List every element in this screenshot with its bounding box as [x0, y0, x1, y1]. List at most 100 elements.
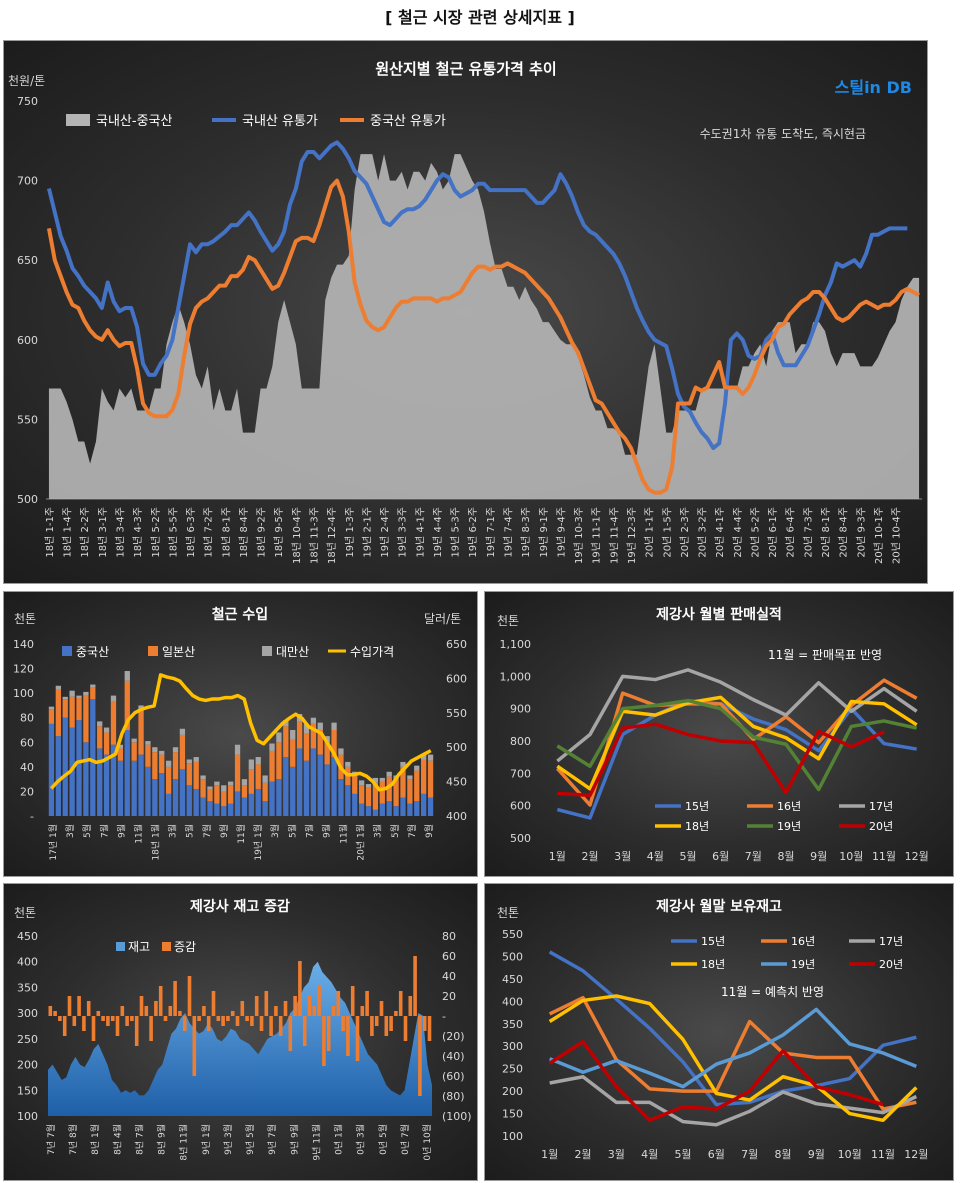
x-tick-label: 18년 7-2주 [203, 507, 215, 558]
bar-segment-0 [76, 720, 82, 816]
bar-change [206, 1016, 211, 1031]
chart-svg: 제강사 월말 보유재고 천톤 11월 = 예측치 반영 100 150 200 250 300… [497, 898, 928, 1161]
bar-segment-2 [117, 744, 124, 749]
bar-segment-2 [145, 741, 151, 745]
x-tick-label: 18년 3-4주 [114, 507, 126, 558]
bar-segment-1 [234, 754, 241, 792]
y-tick-label: 350 [502, 1018, 523, 1031]
legend-label: 18년 [685, 820, 709, 833]
bar-segment-0 [62, 717, 68, 816]
bar-segment-1 [365, 787, 372, 807]
x-tick-label: 3월 [372, 824, 384, 838]
bar-segment-1 [248, 769, 254, 794]
x-tick-label: 19년 11-4주 [608, 507, 620, 564]
y-tick-label: 200 [502, 1085, 523, 1098]
legend-swatch [62, 646, 72, 656]
y-tick-label: 750 [17, 95, 38, 108]
bar-segment-0 [290, 766, 296, 816]
chart-annotation: 11월 = 판매목표 반영 [768, 648, 882, 662]
bar-segment-2 [241, 779, 248, 786]
bar-change [360, 1006, 365, 1016]
bar-segment-0 [172, 779, 179, 816]
x-tick-label: 20년 8-4주 [838, 507, 850, 558]
bar-segment-1 [352, 775, 358, 794]
bar-segment-0 [228, 803, 234, 816]
bar-segment-0 [55, 736, 61, 816]
x-tick-label: 5월 [184, 824, 196, 838]
x-tick-label: 9년 5월 [244, 1124, 256, 1155]
x-tick-label: 5월 [286, 824, 298, 838]
month-end-inventory-panel: 제강사 월말 보유재고 천톤 11월 = 예측치 반영 100 150 200 250 300… [484, 883, 954, 1181]
bar-segment-1 [97, 726, 103, 749]
bar-segment-1 [138, 711, 144, 755]
bar-change [106, 1016, 110, 1026]
bar-segment-2 [290, 730, 296, 740]
bar-change [173, 981, 177, 1016]
x-tick-label: 8월 [774, 1148, 791, 1161]
x-tick-label: 19년 4-4주 [432, 507, 444, 558]
x-tick-label: 7월 [406, 824, 418, 838]
x-tick-label: 20년 9-3주 [855, 507, 867, 558]
bar-segment-2 [386, 771, 392, 777]
rebar-import-panel: 철근 수입 천톤 달러/톤 - 20 40 60 80 100 120 140 400 450 500 55… [3, 591, 478, 877]
y2-tick-label: (80) [442, 1090, 465, 1103]
chart-title: 제강사 월말 보유재고 [656, 898, 782, 915]
bar-segment-0 [179, 769, 186, 816]
bar-change [149, 1016, 153, 1041]
y2-tick-label: 450 [446, 776, 467, 789]
bar-segment-0 [152, 779, 158, 816]
bar-change [394, 1011, 398, 1016]
bar-segment-0 [283, 757, 289, 816]
legend-label: 20년 [869, 820, 893, 833]
bar-segment-0 [186, 785, 192, 816]
bar-change [346, 1016, 350, 1056]
x-tick-label: 4월 [641, 1148, 658, 1161]
legend-label: 증감 [174, 940, 196, 954]
bar-segment-2 [269, 743, 275, 751]
bar-segment-1 [317, 730, 323, 755]
series-area-price-gap [48, 154, 920, 500]
x-tick-label: 7월 [98, 824, 110, 838]
y-tick-label: 200 [17, 1059, 38, 1072]
bar-change [370, 1016, 374, 1036]
bar-segment-2 [131, 738, 137, 743]
y-tick-label: 120 [13, 663, 34, 676]
y-tick-label: 150 [17, 1084, 38, 1097]
legend-label: 대만산 [276, 645, 309, 659]
bar-change [202, 1006, 206, 1016]
bar-segment-0 [358, 803, 365, 816]
x-tick-label: 9년 1월 [200, 1124, 212, 1155]
bar-segment-0 [310, 748, 317, 816]
bar-change [331, 1006, 336, 1016]
x-tick-label: 5월 [81, 824, 93, 838]
bar-segment-1 [255, 764, 261, 789]
bar-segment-2 [372, 777, 379, 783]
bar-change [288, 1016, 293, 1051]
x-tick-label: 20년 4-4주 [732, 507, 744, 558]
legend-label: 국내산 유통가 [242, 114, 318, 129]
legend-label: 17년 [879, 935, 903, 948]
bar-change [408, 996, 413, 1016]
x-tick-label: 20년 4-1주 [714, 507, 726, 558]
legend-swatch [148, 646, 158, 656]
bar-change [230, 1011, 235, 1016]
y-axis-label: 천톤 [497, 613, 519, 628]
bar-segment-0 [303, 760, 310, 816]
x-tick-label: 8년 7월 [133, 1124, 145, 1155]
bar-segment-2 [124, 671, 130, 681]
y2-tick-label: 60 [442, 950, 456, 963]
legend-swatch [262, 646, 272, 656]
y2-tick-label: 40 [442, 970, 456, 983]
x-tick-label: 20년 1월 [355, 824, 367, 861]
bar-segment-1 [172, 752, 179, 780]
bar-segment-1 [296, 721, 303, 749]
bar-segment-1 [331, 730, 337, 758]
bar-segment-2 [379, 777, 385, 782]
y2-tick-label: (100) [442, 1110, 472, 1123]
bar-segment-1 [110, 701, 117, 745]
bar-segment-0 [372, 809, 379, 816]
x-tick-label: 3월 [269, 824, 281, 838]
x-tick-label: 18년 8-1주 [220, 507, 232, 558]
bar-segment-1 [193, 761, 199, 789]
